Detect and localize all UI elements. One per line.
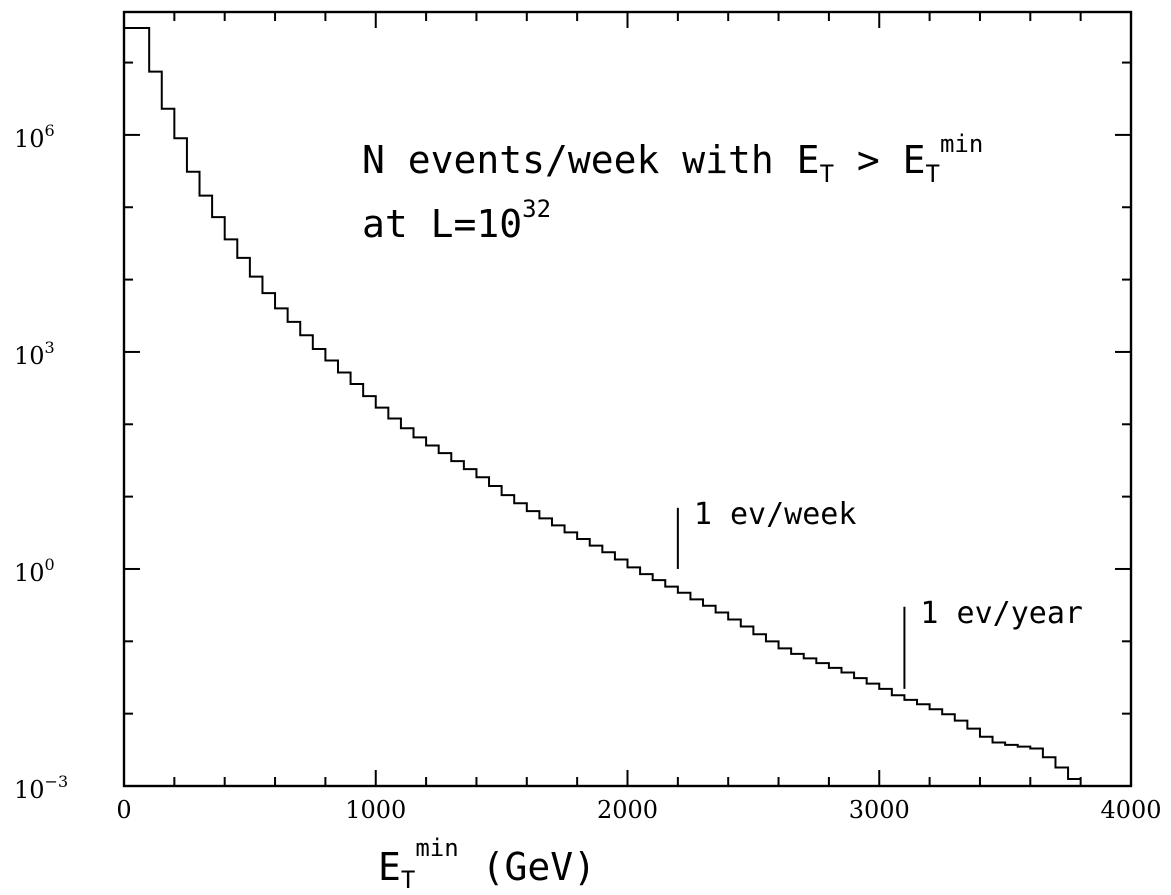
x-tick-labels: 0 1000 2000 3000 4000 — [116, 796, 1161, 824]
x-tick-label: 2000 — [597, 796, 658, 824]
annotation-labels: 1 ev/week 1 ev/year — [694, 497, 1083, 631]
annotation-markers — [676, 507, 906, 689]
x-tick-label: 4000 — [1100, 796, 1161, 824]
x-tick-label: 1000 — [345, 796, 406, 824]
event-rate-step-line — [124, 27, 1081, 780]
y-tick-label: 10−3 — [14, 772, 68, 804]
annotation-label: 1 ev/week — [694, 497, 857, 532]
chart-title-line-2: at L=1032 — [362, 195, 551, 246]
y-tick-label: 106 — [14, 121, 55, 153]
y-tick-label: 103 — [14, 338, 55, 370]
tick-marks — [123, 12, 1132, 787]
plot-frame — [122, 10, 1133, 788]
annotation-label: 1 ev/year — [920, 596, 1083, 631]
x-tick-label: 0 — [116, 796, 131, 824]
y-tick-label: 100 — [14, 555, 55, 587]
x-axis-label: ETmin (GeV) — [378, 834, 596, 894]
y-tick-labels: 106 103 100 10−3 — [14, 121, 68, 804]
chart-title-line-1: N events/week with ET > ETmin — [362, 130, 983, 188]
x-tick-label: 3000 — [849, 796, 910, 824]
